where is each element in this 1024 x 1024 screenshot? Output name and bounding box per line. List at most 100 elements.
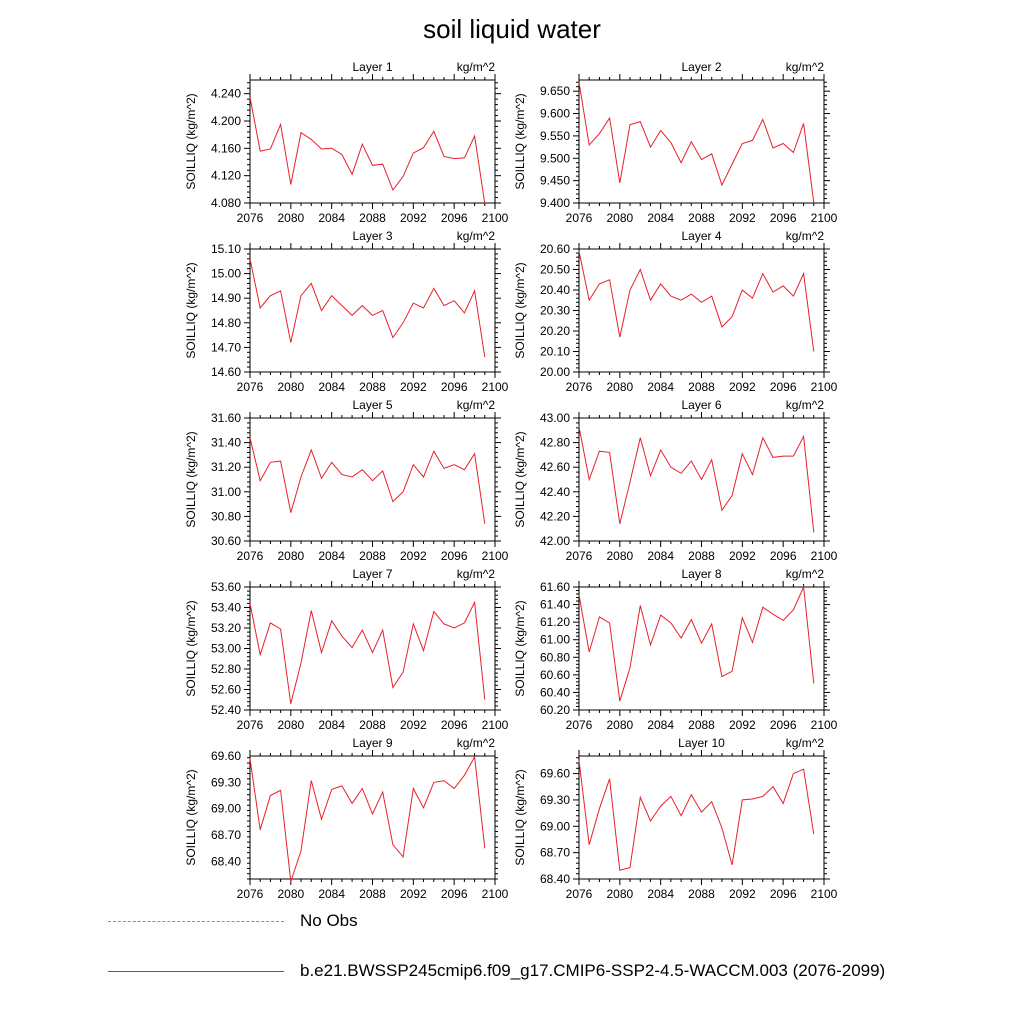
series-line (249, 437, 486, 524)
y-tick-label: 68.40 (540, 872, 570, 886)
panel-layer-1: 2076 2080 2084 2088 2092 2096 2100 4.080 4.120 4.… (184, 60, 509, 225)
y-tick-label: 52.80 (211, 662, 241, 676)
y-tick-label: 42.60 (540, 460, 570, 474)
x-tick-label: 2076 (237, 380, 264, 394)
series-line (578, 426, 815, 533)
plot-frame (578, 586, 825, 711)
y-tick-label: 20.20 (540, 324, 570, 338)
x-tick-label: 2084 (318, 718, 345, 732)
y-tick-label: 14.90 (211, 291, 241, 305)
x-tick-label: 2096 (770, 718, 797, 732)
y-tick-label: 52.40 (211, 703, 241, 717)
y-tick-label: 20.50 (540, 263, 570, 277)
x-tick-label: 2096 (770, 211, 797, 225)
x-tick-label: 2088 (359, 718, 386, 732)
panel-title: Layer 6 (681, 398, 721, 412)
panel-layer-2: 2076 2080 2084 2088 2092 2096 2100 9.400 9.450 9.… (513, 60, 838, 225)
y-tick-label: 68.70 (211, 828, 241, 842)
y-axis-label: SOILLIQ (kg/m^2) (513, 431, 527, 527)
x-tick-label: 2096 (770, 549, 797, 563)
series-line (249, 97, 486, 204)
panel-units: kg/m^2 (457, 60, 496, 74)
x-tick-label: 2076 (237, 887, 264, 901)
x-tick-label: 2076 (237, 718, 264, 732)
x-tick-label: 2096 (441, 718, 468, 732)
panel-units: kg/m^2 (786, 398, 825, 412)
y-tick-label: 15.00 (211, 267, 241, 281)
x-tick-label: 2080 (606, 549, 633, 563)
y-tick-label: 14.80 (211, 316, 241, 330)
x-tick-label: 2084 (318, 887, 345, 901)
y-axis-label: SOILLIQ (kg/m^2) (184, 93, 198, 189)
x-tick-label: 2100 (811, 887, 838, 901)
x-tick-label: 2088 (359, 887, 386, 901)
x-tick-label: 2088 (688, 380, 715, 394)
y-tick-label: 9.450 (540, 174, 570, 188)
y-tick-label: 61.20 (540, 615, 570, 629)
y-tick-label: 61.60 (540, 580, 570, 594)
panel-units: kg/m^2 (457, 229, 496, 243)
plot-frame (578, 248, 825, 373)
y-tick-label: 53.00 (211, 642, 241, 656)
x-tick-label: 2076 (566, 549, 593, 563)
panel-layer-4: 2076 2080 2084 2088 2092 2096 2100 20.00 20.10 20… (513, 229, 838, 394)
x-tick-label: 2084 (647, 380, 674, 394)
series-line (578, 250, 815, 352)
series-line (249, 600, 486, 704)
y-tick-label: 9.600 (540, 107, 570, 121)
panel-title: Layer 10 (678, 736, 725, 750)
x-tick-label: 2100 (482, 549, 509, 563)
panel-units: kg/m^2 (786, 229, 825, 243)
x-tick-label: 2088 (688, 549, 715, 563)
x-tick-label: 2100 (482, 211, 509, 225)
x-tick-label: 2084 (318, 211, 345, 225)
x-tick-label: 2076 (566, 380, 593, 394)
y-tick-label: 20.00 (540, 365, 570, 379)
y-axis-label: SOILLIQ (kg/m^2) (513, 262, 527, 358)
panel-title: Layer 5 (352, 398, 392, 412)
x-tick-label: 2088 (688, 887, 715, 901)
panel-units: kg/m^2 (786, 736, 825, 750)
panel-units: kg/m^2 (457, 398, 496, 412)
x-tick-label: 2080 (277, 211, 304, 225)
y-tick-label: 9.650 (540, 84, 570, 98)
x-tick-label: 2080 (277, 887, 304, 901)
y-tick-label: 14.60 (211, 365, 241, 379)
y-tick-label: 20.60 (540, 242, 570, 256)
y-tick-label: 9.500 (540, 151, 570, 165)
x-tick-label: 2088 (359, 380, 386, 394)
x-tick-label: 2076 (237, 211, 264, 225)
panel-title: Layer 3 (352, 229, 392, 243)
y-tick-label: 42.80 (540, 436, 570, 450)
x-tick-label: 2096 (441, 380, 468, 394)
y-tick-label: 9.400 (540, 196, 570, 210)
series-line (578, 82, 815, 204)
x-tick-label: 2084 (647, 549, 674, 563)
x-tick-label: 2092 (400, 887, 427, 901)
y-tick-label: 68.70 (540, 846, 570, 860)
x-tick-label: 2092 (400, 380, 427, 394)
panel-title: Layer 2 (681, 60, 721, 74)
y-axis-label: SOILLIQ (kg/m^2) (513, 93, 527, 189)
panel-units: kg/m^2 (457, 736, 496, 750)
y-tick-label: 15.10 (211, 242, 241, 256)
series-line (249, 755, 486, 882)
x-tick-label: 2080 (606, 211, 633, 225)
y-axis-label: SOILLIQ (kg/m^2) (184, 431, 198, 527)
panel-layer-5: 2076 2080 2084 2088 2092 2096 2100 30.60 30.80 31… (184, 398, 509, 563)
x-tick-label: 2084 (647, 211, 674, 225)
y-tick-label: 31.40 (211, 436, 241, 450)
y-tick-label: 52.60 (211, 683, 241, 697)
y-tick-label: 68.40 (211, 854, 241, 868)
x-tick-label: 2084 (318, 549, 345, 563)
x-tick-label: 2084 (647, 887, 674, 901)
x-tick-label: 2084 (647, 718, 674, 732)
y-tick-label: 69.30 (211, 775, 241, 789)
y-tick-label: 20.30 (540, 304, 570, 318)
y-tick-label: 31.20 (211, 460, 241, 474)
x-tick-label: 2092 (400, 211, 427, 225)
panel-layer-7: 2076 2080 2084 2088 2092 2096 2100 52.40 52.60 52… (184, 567, 509, 732)
plot-frame (249, 755, 496, 880)
y-tick-label: 61.40 (540, 598, 570, 612)
